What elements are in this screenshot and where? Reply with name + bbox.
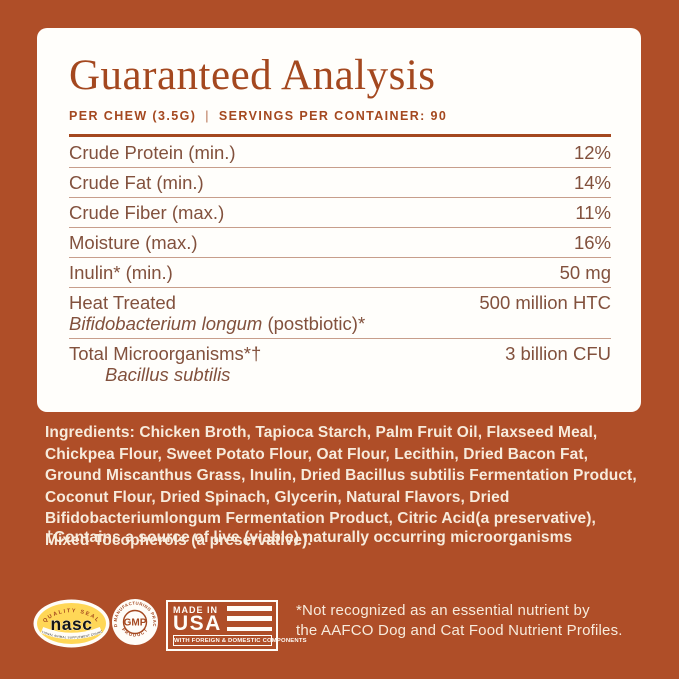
usa-badge-words: MADE IN USA [173, 605, 222, 635]
nasc-wordmark: nasc [51, 614, 93, 634]
ingredients-text: Chicken Broth, Tapioca Starch, Palm Frui… [45, 424, 637, 549]
servings-per-container-text: SERVINGS PER CONTAINER: 90 [218, 109, 448, 123]
row-label: Crude Fat (min.) [69, 172, 204, 193]
species-name: Bacillus subtilis [105, 364, 231, 385]
row-value: 12% [573, 142, 611, 163]
row-value: 16% [573, 232, 611, 253]
postbiotic-text: (postbiotic)* [262, 313, 366, 334]
flag-stripe [226, 616, 272, 621]
flag-stripe [226, 606, 272, 611]
table-row: Heat Treated Bifidobacterium longum (pos… [69, 288, 611, 339]
usa-text: USA [173, 612, 222, 635]
table-row: Inulin* (min.) 50 mg [69, 258, 611, 288]
aafco-footnote: *Not recognized as an essential nutrient… [296, 601, 623, 640]
row-label: Crude Fiber (max.) [69, 202, 225, 223]
ingredients-paragraph: Ingredients: Chicken Broth, Tapioca Star… [45, 422, 641, 551]
aafco-footnote-line2: the AAFCO Dog and Cat Food Nutrient Prof… [296, 621, 623, 639]
row-label: Inulin* (min.) [69, 262, 173, 283]
usa-badge-top: MADE IN USA [173, 605, 272, 635]
gmp-center-text: GMP [124, 618, 147, 629]
table-row: Moisture (max.) 16% [69, 228, 611, 258]
row-value: 3 billion CFU [505, 343, 611, 364]
made-in-text: MADE IN [173, 605, 218, 615]
dagger-footnote: †Contains a source of live (viable) natu… [45, 529, 573, 546]
flag-stripe [226, 626, 272, 631]
row-value: 11% [575, 202, 611, 223]
row-value: 50 mg [559, 262, 611, 283]
pipe-separator: | [205, 109, 210, 123]
usa-components-text: WITH FOREIGN & DOMESTIC COMPONENTS [173, 635, 307, 646]
per-chew-text: PER CHEW (3.5G) [69, 109, 197, 123]
table-row: Crude Fiber (max.) 11% [69, 198, 611, 228]
row-label: Heat Treated [69, 292, 176, 313]
table-row: Total Microorganisms*† Bacillus subtilis… [69, 339, 611, 389]
row-label: Moisture (max.) [69, 232, 198, 253]
gmp-seal: GOOD MANUFACTURING PRACTICE PRODUCT GMP [112, 599, 158, 645]
guaranteed-analysis-card: Guaranteed Analysis PER CHEW (3.5G) | SERV… [37, 28, 641, 412]
table-row: Crude Fat (min.) 14% [69, 168, 611, 198]
nasc-quality-seal: QUALITY SEAL nasc NATIONAL ANIMAL SUPPLE… [33, 599, 110, 648]
serving-info: PER CHEW (3.5G) | SERVINGS PER CONTAINER: … [69, 109, 611, 123]
aafco-footnote-line1: *Not recognized as an essential nutrient… [296, 602, 590, 619]
nasc-ribbon [40, 626, 103, 640]
page-title: Guaranteed Analysis [69, 52, 436, 99]
analysis-table: Crude Protein (min.) 12% Crude Fat (min.… [69, 138, 611, 389]
table-row: Crude Protein (min.) 12% [69, 138, 611, 168]
header-divider [69, 134, 611, 137]
row-value: 14% [573, 172, 611, 193]
row-value: 500 million HTC [479, 292, 611, 313]
made-in-usa-badge: MADE IN USA WITH FOREIGN & DOMESTIC COMP… [166, 600, 307, 651]
row-label-group: Total Microorganisms*† Bacillus subtilis [69, 344, 493, 385]
flag-stripes [222, 605, 272, 633]
row-label-group: Heat Treated Bifidobacterium longum (pos… [69, 293, 467, 334]
species-name: Bifidobacterium longum [69, 313, 263, 334]
row-sublabel: Bifidobacterium longum (postbiotic)* [69, 314, 467, 334]
gmp-inner-circle [122, 609, 148, 635]
row-label: Crude Protein (min.) [69, 142, 236, 163]
row-label: Total Microorganisms*† [69, 343, 262, 364]
ingredients-label: Ingredients: [45, 424, 135, 441]
